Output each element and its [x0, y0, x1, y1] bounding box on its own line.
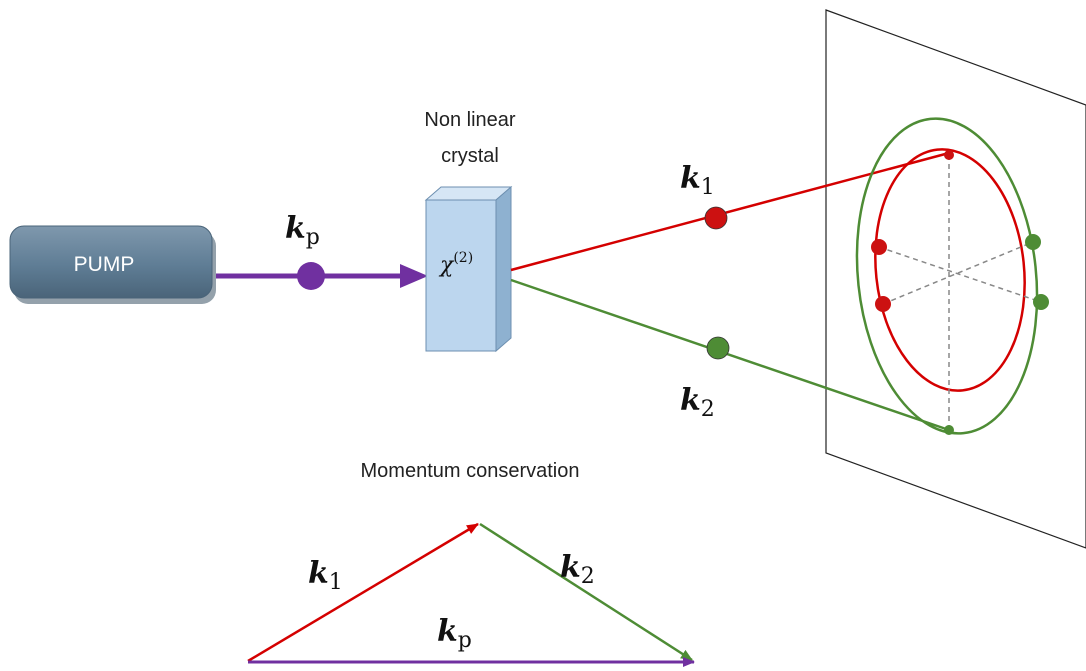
momentum-title: Momentum conservation — [361, 460, 580, 482]
nonlinear-crystal: χ(2) — [424, 185, 513, 353]
ring-photon-dots — [871, 150, 1049, 435]
pump-box: PUMP — [9, 225, 216, 304]
pump-photon — [297, 262, 325, 290]
pump-label: PUMP — [74, 253, 135, 276]
k1-vector — [247, 522, 479, 663]
idler-photon — [706, 336, 730, 360]
idler-ring — [855, 117, 1039, 435]
momentum-k2-label: k2 — [560, 550, 595, 589]
signal-ring — [874, 148, 1026, 392]
crystal-title-line1: Non linear — [424, 109, 516, 131]
crystal-title-line2: crystal — [441, 145, 499, 167]
idler-beam — [510, 278, 950, 432]
correlation-lines — [878, 155, 1042, 430]
pump-beam-arrowhead — [400, 264, 428, 288]
signal-beam — [510, 151, 950, 272]
chi2-label: χ(2) — [438, 250, 473, 278]
momentum-k1-label: k1 — [308, 556, 343, 595]
signal-photon — [704, 206, 728, 230]
detection-screen — [825, 9, 1086, 549]
pump-k-label: kp — [285, 211, 320, 250]
momentum-triangle — [247, 522, 695, 667]
momentum-kp-label: kp — [437, 614, 472, 653]
idler-k-label: k2 — [680, 383, 715, 422]
signal-k-label: k1 — [680, 161, 715, 200]
k2-vector — [479, 522, 693, 662]
